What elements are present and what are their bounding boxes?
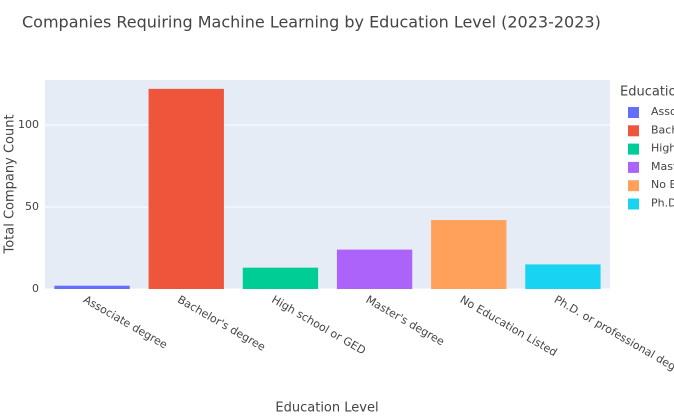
legend-title: Education Level	[620, 85, 674, 100]
legend-swatch	[628, 198, 639, 210]
y-tick-label: 100	[18, 118, 39, 131]
legend-swatch	[628, 125, 639, 137]
legend-swatch	[628, 161, 639, 173]
y-tick-label: 50	[25, 200, 39, 213]
bar	[431, 220, 507, 289]
x-tick-label: Master's degree	[364, 293, 447, 349]
legend-swatch	[628, 107, 639, 118]
x-tick-label: Ph.D. or professional degree	[552, 293, 674, 382]
bar	[148, 88, 224, 290]
legend-label: Ph.D. or professional degree	[651, 197, 674, 210]
y-axis-title: Total Company Count	[3, 114, 18, 254]
x-tick-label: Bachelor's degree	[175, 293, 268, 354]
plot-area	[45, 80, 610, 289]
legend-label: Master's degree	[651, 160, 674, 173]
legend-label: Bachelor's degree	[651, 123, 674, 136]
legend-swatch	[628, 180, 639, 192]
bar	[336, 249, 413, 289]
legend-label: Associate degree	[651, 105, 674, 118]
chart-title: Companies Requiring Machine Learning by …	[22, 13, 601, 32]
x-tick-label: No Education Listed	[458, 293, 560, 359]
legend-label: No Education Listed	[651, 178, 674, 191]
x-axis-title: Education Level	[275, 401, 378, 416]
y-tick-label: 0	[32, 282, 39, 295]
bar	[54, 285, 130, 289]
legend-swatch	[628, 143, 639, 155]
x-tick-label: Associate degree	[81, 293, 170, 352]
x-tick-label: High school or GED	[269, 293, 368, 357]
legend-label: High school or GED	[651, 142, 674, 155]
bar	[242, 267, 319, 289]
bar	[525, 264, 601, 289]
